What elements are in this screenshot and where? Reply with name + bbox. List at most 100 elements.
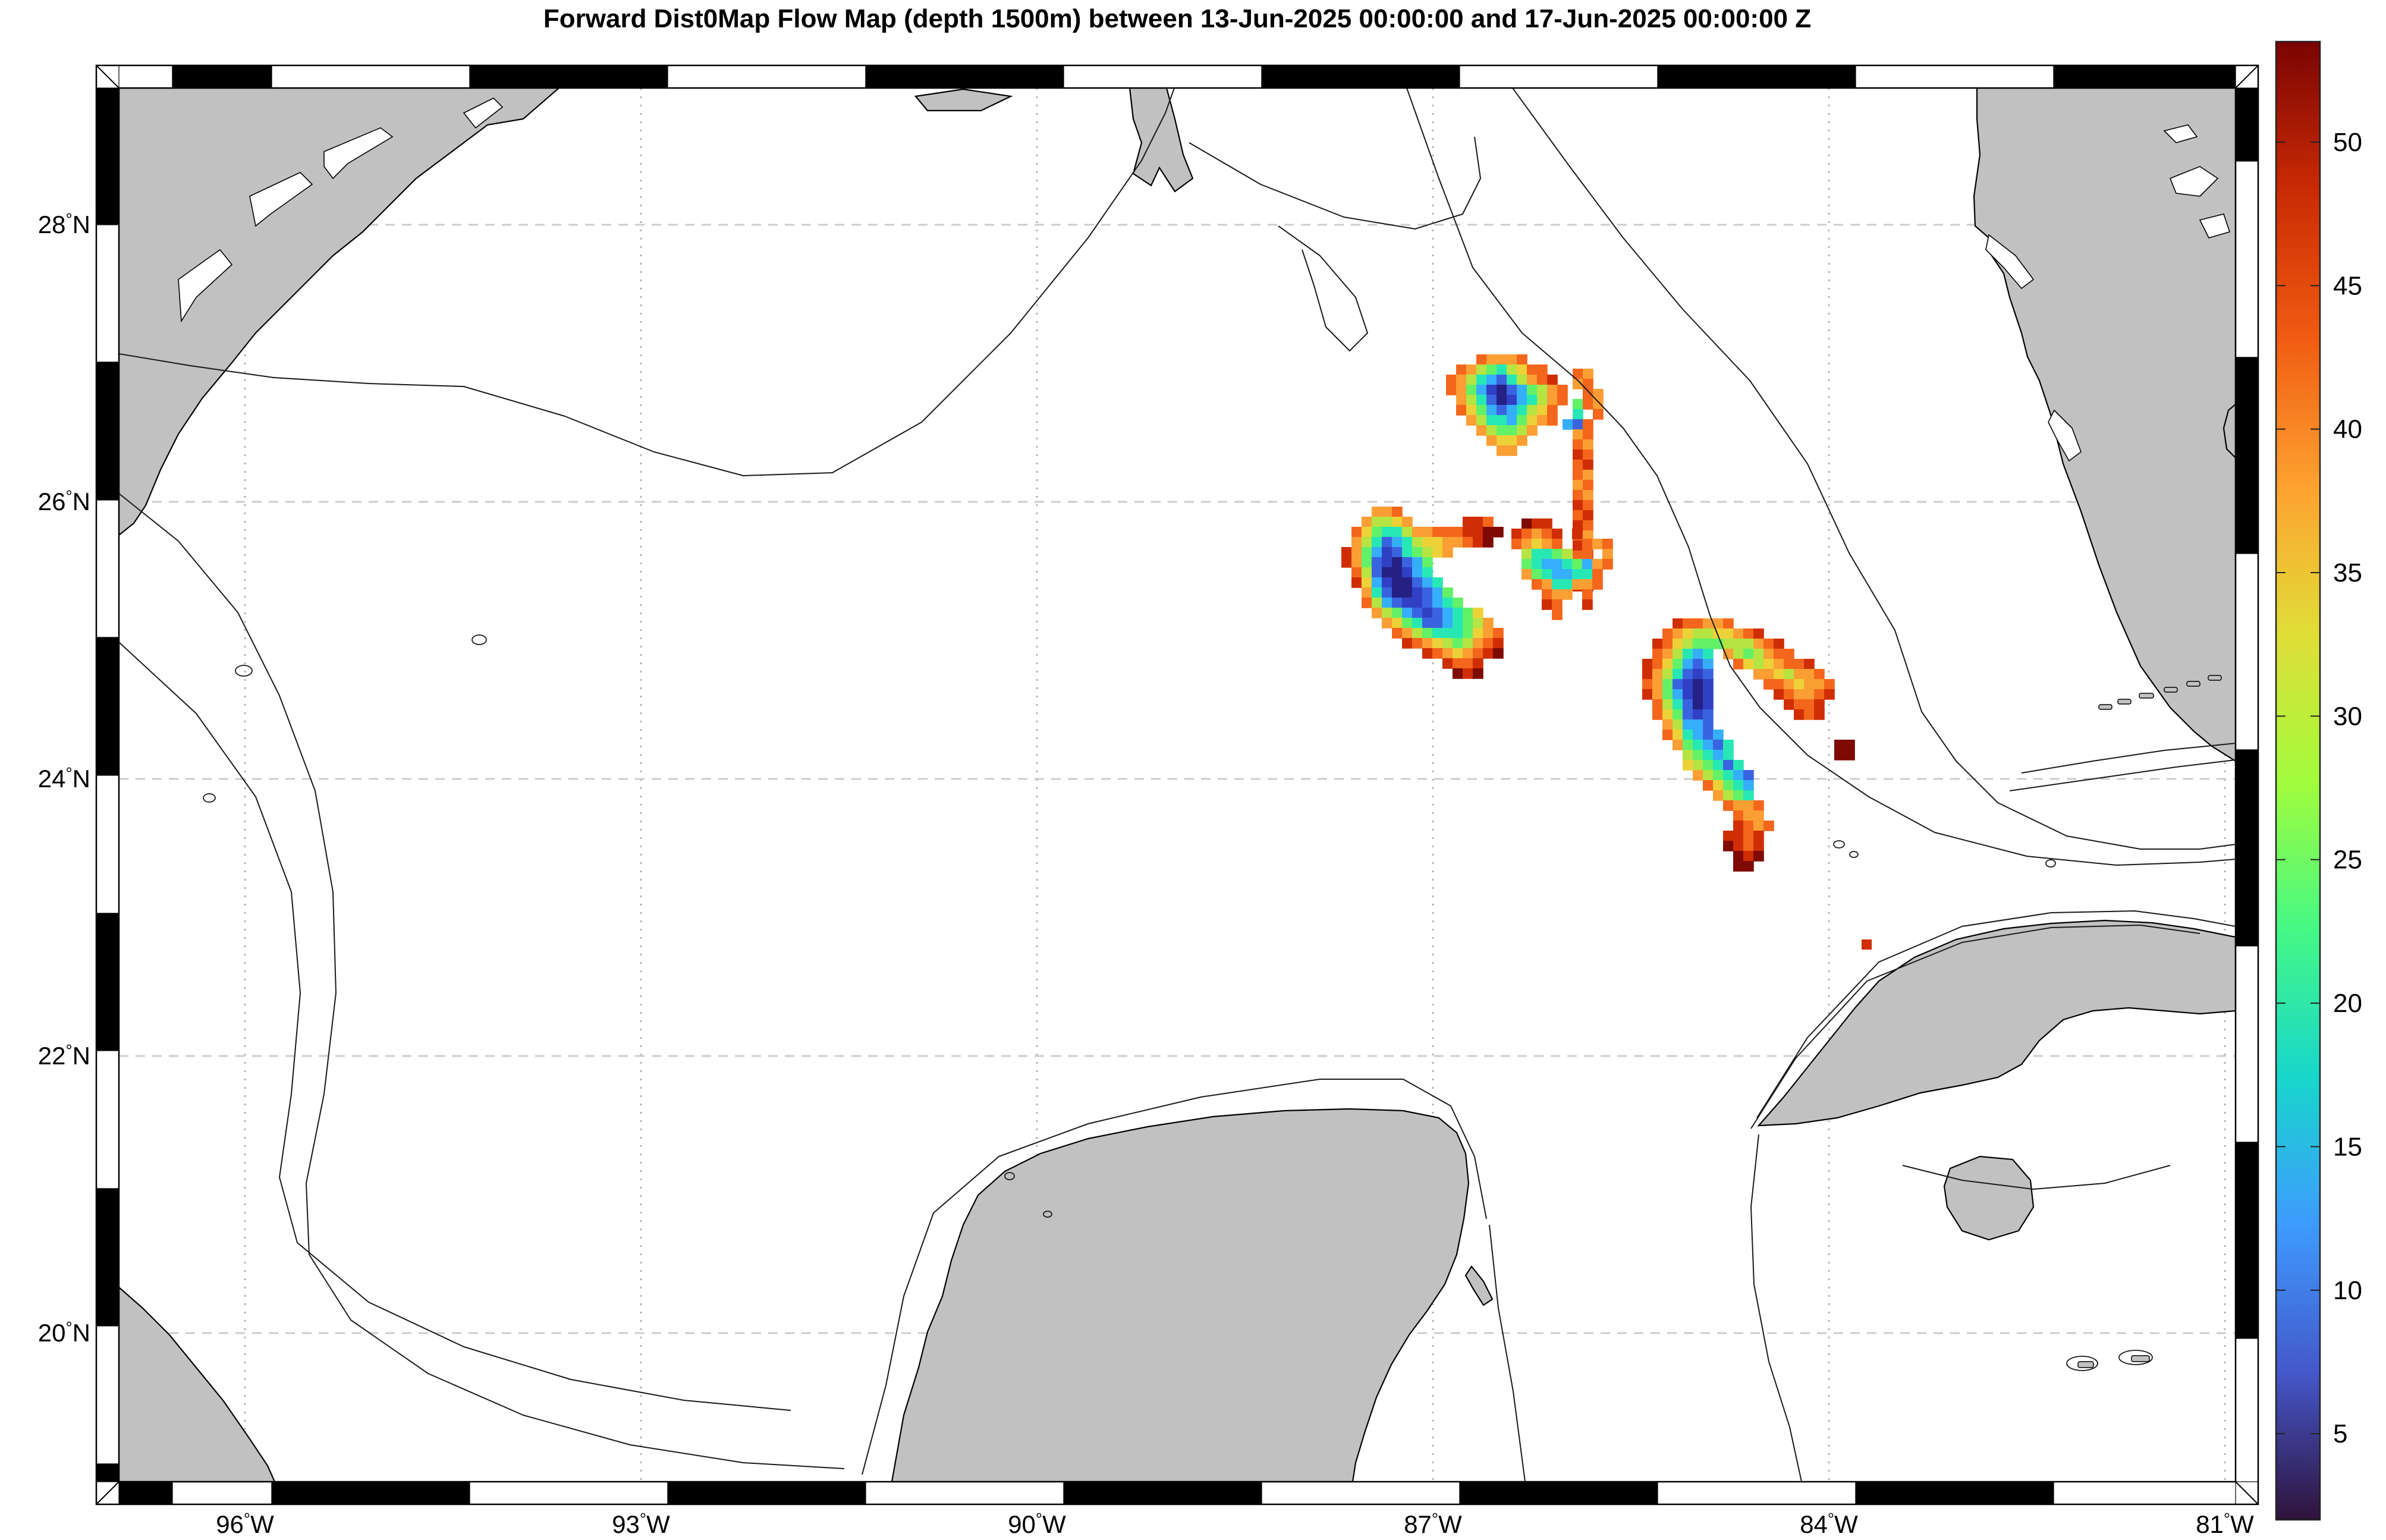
frame-segment [2053,65,2236,89]
frame-segment [2235,1142,2259,1339]
contour-ring [235,665,253,677]
checkered-map-frame [95,64,2259,1506]
frame-segment [865,65,1064,89]
water-corpus-christi-bay [178,249,233,323]
frame-segment [2235,945,2259,1143]
frame-segment [865,1481,1064,1505]
frame-segment [96,1188,120,1327]
colorbar-tick-label: 10 [2333,1276,2362,1305]
colorbar-tick-label: 35 [2333,558,2362,587]
lakes-and-bays [178,98,2231,462]
islet [2208,675,2222,681]
flow-data-patches [1341,354,1872,950]
water-florida-lake-3 [2163,124,2198,143]
water-florida-lake-1 [2169,166,2219,197]
flow-patch-eddy-arc-27n [1446,354,1568,456]
frame-segment [1459,1481,1658,1505]
frame-corner-miter [96,65,120,89]
land-isla-de-la-juventud [1943,1155,2035,1241]
contour-wfl-shelf-200m [1512,88,2236,850]
contour-west-basin-rim [119,493,845,1469]
water-tampa-bay [1985,234,2035,290]
frame-segment [96,1325,120,1464]
frame-segment [96,224,120,363]
contour-ring [471,634,487,645]
land-mexico-veracruz [119,1286,276,1482]
frame-segment [667,1481,866,1505]
frame-segment [172,1481,272,1505]
land-bimini-sliver [2222,403,2236,459]
land-louisiana-barrier-islands [914,88,1013,112]
frame-segment [96,1463,120,1482]
frame-segment [1657,65,1856,89]
frame-segment [2235,87,2259,162]
contour-ring [2066,1356,2098,1371]
contour-straits-of-florida-1 [2021,743,2236,774]
colorbar-tick-label: 50 [2333,128,2362,157]
frame-segment [118,1481,173,1505]
frame-segment [2235,357,2259,554]
islet [2131,1355,2150,1362]
contour-ring [2118,1350,2153,1365]
ytick-label: 28°N [38,210,90,238]
flow-cell [1862,939,1872,950]
contour-yucatan-channel-east [1750,1134,1802,1482]
xtick-label: 81°W [2196,1510,2254,1538]
frame-segment [96,499,120,638]
water-charlotte-harbor [2048,409,2082,462]
colorbar-tick-label: 25 [2333,846,2362,875]
frame-segment [1855,65,2054,89]
water-sabine-lake [463,98,504,129]
frame-segment [118,65,173,89]
colorbar-tick-label: 15 [2333,1132,2362,1161]
colorbar-gradient [2275,40,2321,1521]
frame-segment [96,87,120,225]
contour-ring [1043,1211,1052,1218]
frame-segment [2235,553,2259,750]
contour-ngulf-slope [1189,136,1481,230]
frame-segment [1063,1481,1262,1505]
contour-yucatan-channel-west [1489,1224,1526,1482]
contour-batabano-south [1902,1165,2171,1190]
frame-corner-miter [2235,65,2259,89]
land-polygons [119,88,2236,1482]
land-mississippi-delta [1128,88,1194,193]
frame-segment [1261,65,1460,89]
islet [2139,693,2154,699]
frame-segment [2235,1338,2259,1482]
frame-segment [271,65,470,89]
islet [2164,687,2178,693]
contour-straits-of-florida-2 [2009,759,2236,791]
contour-ring [1004,1172,1015,1180]
frame-segment [96,1050,120,1189]
contour-west-basin-inner [119,642,791,1411]
contour-wfl-shelf-2000m [1406,88,2236,866]
frame-segment [469,1481,668,1505]
xtick-label: 84°W [1800,1510,1858,1538]
ytick-label: 20°N [38,1318,90,1347]
figure-title: Forward Dist0Map Flow Map (depth 1500m) … [543,4,1811,33]
frame-segment [1459,65,1658,89]
frame-segment [1657,1481,1856,1505]
contour-cuba-north-offshore-2 [1750,925,2200,1129]
contour-tx-la-shelf [119,88,1175,476]
frame-segment [1261,1481,1460,1505]
small-islands [2077,675,2222,1368]
frame-segment [96,637,120,776]
frame-segment [96,775,120,914]
frame-corner-miter [2235,1481,2259,1505]
xtick-label: 93°W [612,1510,670,1538]
islet [2117,699,2132,705]
frame-corner-miter [96,1481,120,1505]
ytick-label: 26°N [38,487,90,516]
frame-segment [2235,749,2259,947]
frame-segment [2235,161,2259,358]
ytick-label: 22°N [38,1041,90,1070]
contour-cuba-north-offshore-1 [1756,910,2236,1118]
contour-ring [1833,840,1845,848]
water-san-antonio-bay [249,172,313,227]
bathymetry-contours [119,88,2236,1482]
land-texas-louisiana-coast [119,88,560,536]
islet [2186,681,2200,687]
